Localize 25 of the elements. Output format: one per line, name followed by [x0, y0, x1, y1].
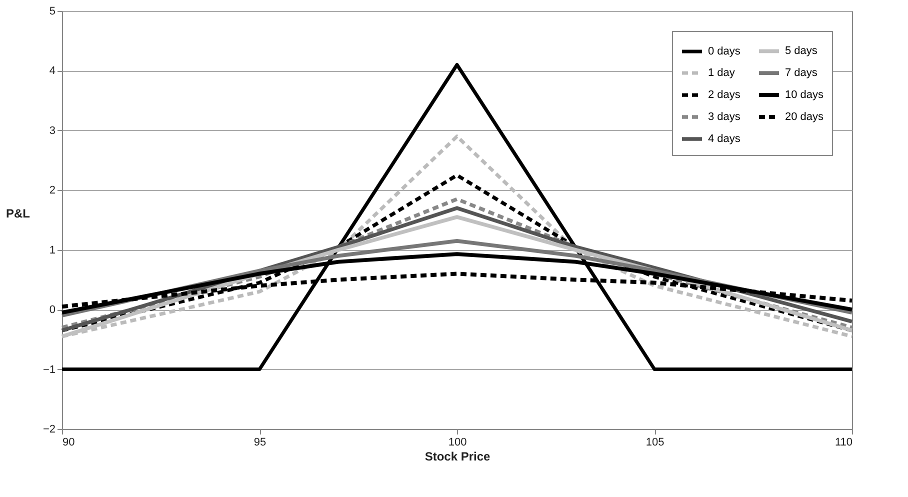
y-tick-label: −1	[42, 364, 56, 376]
x-tick-label: 110	[834, 436, 852, 448]
x-tick-label: 105	[646, 436, 664, 448]
y-axis-title: P&L	[6, 206, 30, 220]
x-tick-label: 90	[62, 436, 75, 448]
y-tick-label: 4	[49, 65, 56, 78]
legend-label: 0 days	[708, 46, 741, 58]
line-series	[60, 134, 854, 338]
x-tick-label: 100	[448, 436, 467, 448]
legend-label: 20 days	[785, 111, 824, 123]
y-tick-label: 1	[49, 244, 56, 256]
y-tick-label: 2	[49, 184, 56, 197]
y-tick-label: 0	[49, 304, 56, 316]
y-tick-label: 3	[49, 124, 56, 137]
legend-label: 4 days	[708, 133, 741, 145]
legend-label: 1 day	[708, 67, 736, 79]
legend-label: 7 days	[785, 67, 818, 79]
legend-label: 5 days	[785, 45, 818, 58]
y-tick-label: −2	[42, 424, 56, 436]
x-axis-title: Stock Price	[424, 450, 491, 464]
legend-label: 10 days	[785, 89, 824, 101]
x-tick-label: 95	[254, 436, 266, 448]
y-tick-label: 5	[49, 6, 56, 18]
legend-label: 2 days	[708, 89, 741, 101]
legend-label: 3 days	[708, 111, 741, 123]
